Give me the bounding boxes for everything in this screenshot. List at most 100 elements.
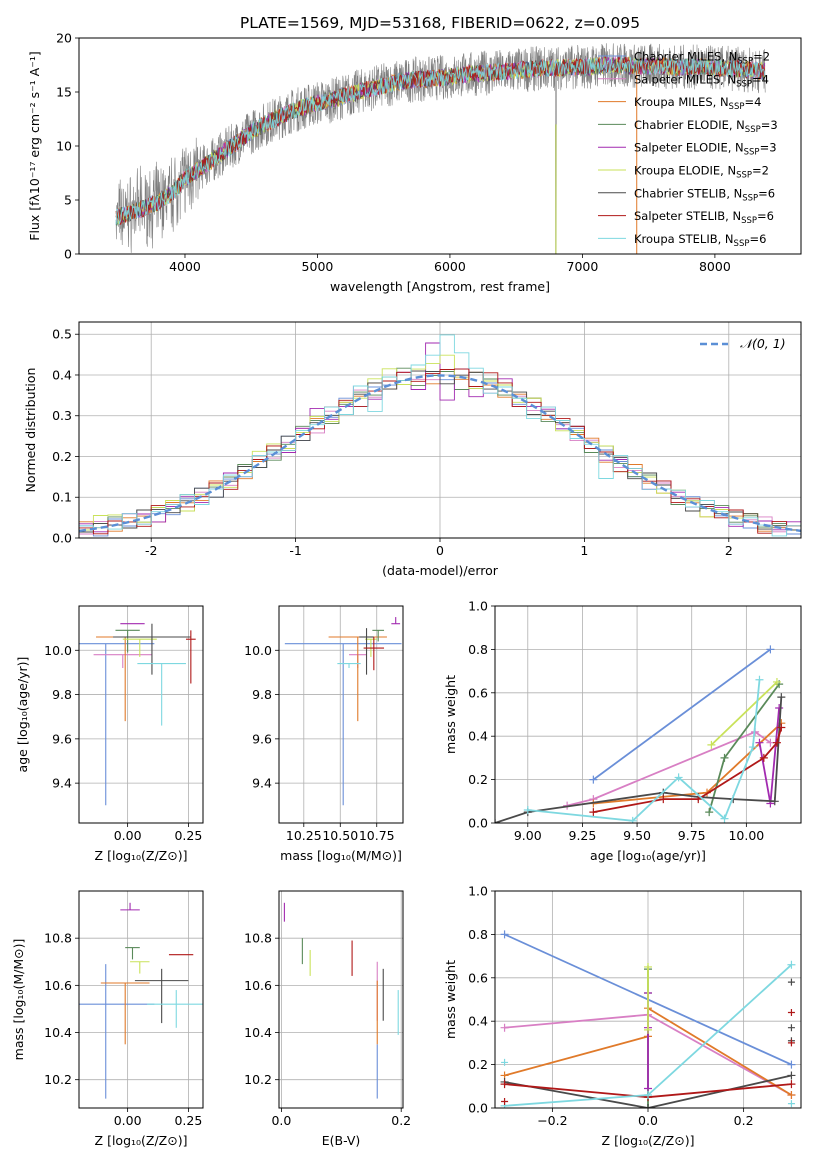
plot-area [283, 902, 399, 1099]
legend-value: =2 [753, 50, 770, 64]
y-tick-label: 20 [56, 31, 72, 46]
x-tick-label: 0.0 [271, 1113, 291, 1128]
legend: 𝒩(0, 1) [700, 336, 786, 351]
y-tick-label: 0.8 [468, 927, 488, 942]
y-tick-label: 10.8 [244, 931, 272, 946]
y-tick-label: 9.8 [52, 687, 72, 702]
y-tick-label: 9.8 [252, 687, 272, 702]
ticks: 9.00 9.25 9.50 9.75 10.00 0.0 0.2 0.4 0.6 0.8 1.0 [468, 599, 764, 844]
x-tick-label: 0.25 [174, 1113, 202, 1128]
x-tick-label: 5000 [302, 259, 334, 274]
weight-vs-age-panel: 9.00 9.25 9.50 9.75 10.00 0.0 0.2 0.4 0.6 0.8 1.0 a… [443, 599, 802, 863]
axes-frame [278, 605, 404, 824]
x-tick-label: 6000 [434, 259, 466, 274]
x-tick-label: 4000 [169, 259, 201, 274]
point-chabrier-stelib [134, 968, 189, 1024]
y-tick-label: 0.6 [468, 685, 488, 700]
plus-marker [772, 738, 781, 747]
legend-value: =6 [758, 186, 775, 200]
plus-marker [755, 675, 764, 684]
legend-label: Chabrier STELIB, NSSP=6 [634, 186, 775, 203]
histogram-kroupa-stelib [79, 334, 801, 538]
plus-marker [644, 1090, 652, 1099]
ticks: -2 -1 0 1 2 0.0 0.1 0.2 0.3 0.4 0.5 [52, 327, 733, 558]
ticks: 10.25 10.50 10.75 9.4 9.6 9.8 10.0 [244, 643, 394, 843]
series-line [566, 730, 771, 807]
legend-label: Kroupa ELODIE, NSSP=2 [634, 164, 769, 181]
point-kroupa-stelib [337, 663, 361, 668]
y-tick-label: 10.0 [244, 643, 272, 658]
plus-marker [694, 795, 703, 804]
legend-label: Salpeter STELIB, NSSP=6 [634, 209, 774, 226]
grid-lines [279, 606, 403, 823]
ticks: 0.00 0.25 10.2 10.4 10.6 10.8 [44, 931, 202, 1128]
ticks: −0.2 0.0 0.2 0.0 0.2 0.4 0.6 0.8 1.0 [468, 884, 753, 1129]
x-tick-label: 8000 [699, 259, 731, 274]
legend-label: Salpeter MILES, NSSP=4 [634, 72, 769, 89]
plus-marker [748, 743, 757, 752]
grid-lines [79, 891, 203, 1108]
plot-area [115, 43, 766, 254]
legend-value: =4 [752, 72, 769, 86]
y-tick-label: 0.1 [52, 490, 72, 505]
x-tick-label: 10.00 [728, 828, 764, 843]
normal-curve [79, 374, 801, 533]
point-salpeter-stelib [363, 637, 385, 671]
legend-subscript: SSP [741, 216, 757, 226]
plot-area [500, 930, 796, 1108]
plus-marker [720, 753, 729, 762]
y-tick-label: 0.4 [468, 729, 488, 744]
series-chabrier-elodie [705, 680, 784, 817]
x-tick-label: 9.25 [569, 828, 597, 843]
x-tick-label: -2 [145, 543, 157, 558]
point-salpeter-stelib [185, 630, 196, 684]
plus-marker [523, 805, 532, 814]
plot-area [79, 623, 196, 806]
point-kroupa-stelib [137, 663, 186, 726]
y-tick-label: 10.8 [44, 931, 72, 946]
x-axis-label: E(B-V) [322, 1133, 361, 1148]
point-chabrier-stelib [113, 623, 191, 675]
point-chabrier-stelib [359, 628, 374, 675]
plus-marker [589, 808, 598, 817]
point-chabrier-elodie [125, 947, 140, 960]
plus-marker [777, 693, 786, 702]
x-tick-label: 0.00 [114, 828, 142, 843]
point-chabrier-elodie [372, 629, 385, 642]
legend: Chabrier MILES, NSSP=2 Salpeter MILES, NS… [598, 50, 778, 249]
legend-subscript: SSP [734, 239, 750, 249]
y-tick-label: 1.0 [468, 884, 488, 899]
y-axis-label: Normed distribution [23, 368, 38, 493]
series-line [593, 727, 783, 813]
x-tick-label: 7000 [567, 259, 599, 274]
y-tick-label: 9.4 [252, 776, 272, 791]
age-vs-mass-panel: 10.25 10.50 10.75 9.4 9.6 9.8 10.0 mass [log₁₀(… [244, 605, 404, 863]
x-tick-label: 0.2 [391, 1113, 411, 1128]
x-axis-label: mass [log₁₀(M/M⊙)] [280, 848, 402, 863]
plus-marker [787, 1071, 796, 1080]
x-tick-label: 0 [436, 543, 444, 558]
x-axis-label: Z [log₁₀(Z/Z⊙)] [602, 1133, 695, 1148]
x-axis-label: (data-model)/error [382, 563, 499, 578]
legend-value: =6 [749, 232, 766, 246]
y-axis-label: mass weight [443, 960, 458, 1039]
y-tick-label: 0.0 [52, 531, 72, 546]
y-tick-label: 0.6 [468, 970, 488, 985]
plus-marker [787, 1009, 795, 1017]
series-line [504, 1074, 792, 1108]
plus-marker [787, 1080, 796, 1089]
plus-marker [787, 1024, 795, 1032]
x-tick-label: 2 [725, 543, 733, 558]
y-tick-label: 0.5 [52, 327, 72, 342]
plot-area [79, 902, 203, 1099]
y-tick-label: 9.6 [252, 731, 272, 746]
axes-frame [494, 605, 802, 824]
series-kroupa-elodie [644, 962, 652, 1034]
plus-marker [787, 960, 796, 969]
plus-marker [772, 677, 781, 686]
plus-marker [644, 1025, 652, 1034]
ticks: 4000 5000 6000 7000 8000 0 5 10 15 20 [56, 31, 731, 275]
y-tick-label: 0.4 [468, 1014, 488, 1029]
